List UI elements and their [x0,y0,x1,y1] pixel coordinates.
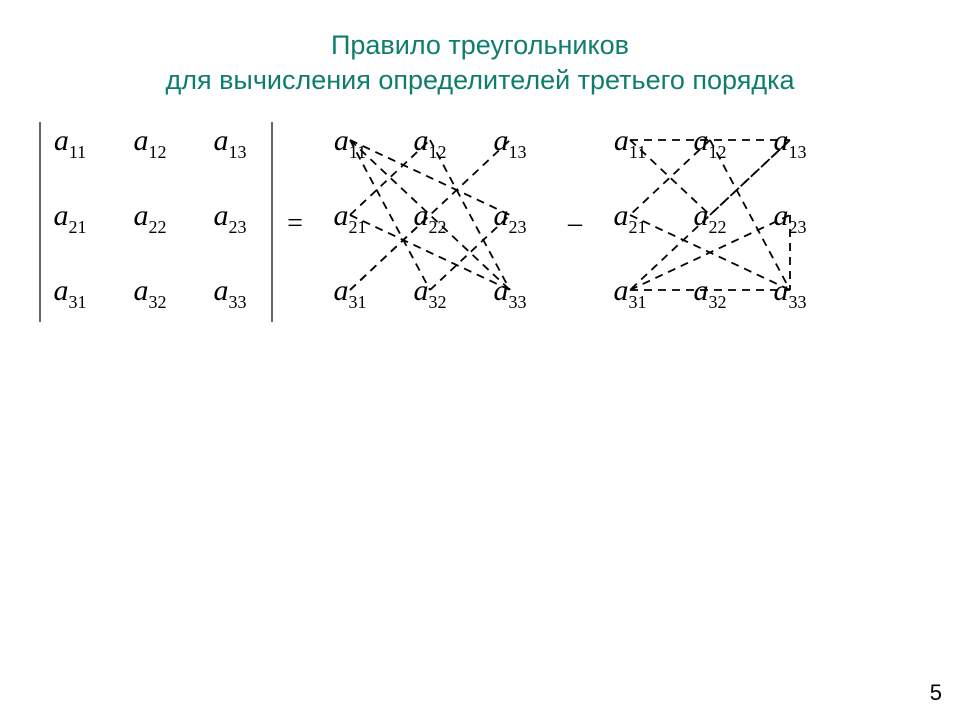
matrix-element-a21: a21 [614,199,647,237]
matrix-element-a23: a23 [214,199,247,237]
matrix-element-a32: a32 [134,274,167,312]
negative-terms-matrix: a11a12a13a21a22a23a31a32a33 [614,124,807,312]
equals-sign: = [287,208,303,239]
minus-sign: – [567,208,583,239]
negative-triangles [630,140,790,290]
matrix-element-a11: a11 [54,124,86,162]
slide-title: Правило треугольников для вычисления опр… [0,28,960,98]
matrix-element-a23: a23 [774,199,807,237]
matrix-element-a11: a11 [614,124,646,162]
matrix-element-a12: a12 [694,124,727,162]
matrix-element-a12: a12 [414,124,447,162]
title-line2: для вычисления определителей третьего по… [0,63,960,98]
matrix-element-a33: a33 [774,274,807,312]
matrix-element-a23: a23 [494,199,527,237]
positive-triangles [350,140,510,290]
positive-terms-matrix: a11a12a13a21a22a23a31a32a33 [334,124,527,312]
matrix-element-a22: a22 [414,199,447,237]
matrix-element-a12: a12 [134,124,167,162]
matrix-element-a13: a13 [494,124,527,162]
determinant-matrix: a11 a12 a13 a21 a22 a23 a31 a32 a33 [54,124,247,312]
matrix-element-a11: a11 [334,124,366,162]
matrix-element-a33: a33 [494,274,527,312]
triangle-rule-diagram: a11 a12 a13 a21 a22 a23 a31 a32 a33 = a11 a12 a13 a21… [0,110,960,510]
matrix-element-a13: a13 [774,124,807,162]
matrix-element-a13: a13 [214,124,247,162]
matrix-element-a33: a33 [214,274,247,312]
matrix-element-a32: a32 [694,274,727,312]
matrix-element-a22: a22 [134,199,167,237]
page-number: 5 [930,680,942,706]
matrix-element-a31: a31 [54,274,87,312]
matrix-element-a21: a21 [54,199,87,237]
title-line1: Правило треугольников [0,28,960,63]
